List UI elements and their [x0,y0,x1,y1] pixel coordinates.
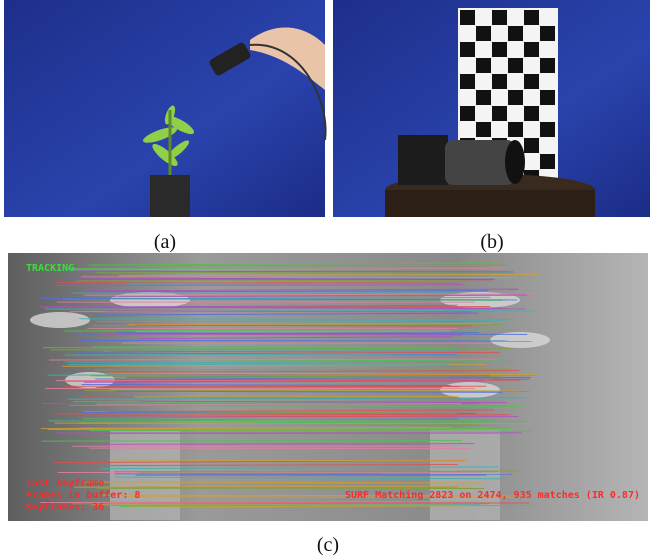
checker-square [524,106,539,121]
checker-square [476,122,491,137]
checker-square [460,106,475,121]
checker-square [492,106,507,121]
info-line: Keyframes: 36 [26,502,104,513]
panel-label: (b) [480,231,503,253]
checker-square [492,10,507,25]
panel-label: (a) [154,231,176,253]
match-line [70,433,522,434]
checker-square [460,10,475,25]
checker-square [524,42,539,57]
checker-square [508,26,523,41]
match-line [104,444,474,445]
checker-square [524,10,539,25]
checker-square [540,122,555,137]
panel-label: (c) [317,534,339,556]
match-line [65,268,461,269]
checker-square [524,74,539,89]
info-line: Frames in buffer: 8 [26,489,140,501]
checker-square [540,154,555,169]
match-line [81,277,511,278]
figure-canvas: TRACKING Last keyframe Frames in buffer:… [0,0,651,559]
match-line [89,448,470,449]
checker-square [492,74,507,89]
match-line [90,431,532,432]
checker-square [508,122,523,137]
checker-square [476,58,491,73]
checker-square [476,90,491,105]
figure: TRACKING Last keyframe Frames in buffer:… [0,0,651,559]
checker-square [460,42,475,57]
match-line [136,331,451,332]
checker-square [524,138,539,153]
match-line [41,440,461,441]
panel-b-image [333,0,650,217]
checker-square [508,90,523,105]
panel-c-image: TRACKING Last keyframe Frames in buffer:… [8,253,648,521]
matching-info: SURF Matching 2823 on 2474, 935 matches … [345,489,640,501]
match-line [134,396,458,397]
checker-square [492,42,507,57]
checker-square [460,74,475,89]
checker-square [540,58,555,73]
tracking-status: TRACKING [26,263,74,274]
panel-a-image [4,0,326,217]
checker-square [476,26,491,41]
match-line [54,285,463,286]
checker-square [540,90,555,105]
checker-square [508,58,523,73]
info-line: Last keyframe [26,478,104,489]
checker-square [540,26,555,41]
